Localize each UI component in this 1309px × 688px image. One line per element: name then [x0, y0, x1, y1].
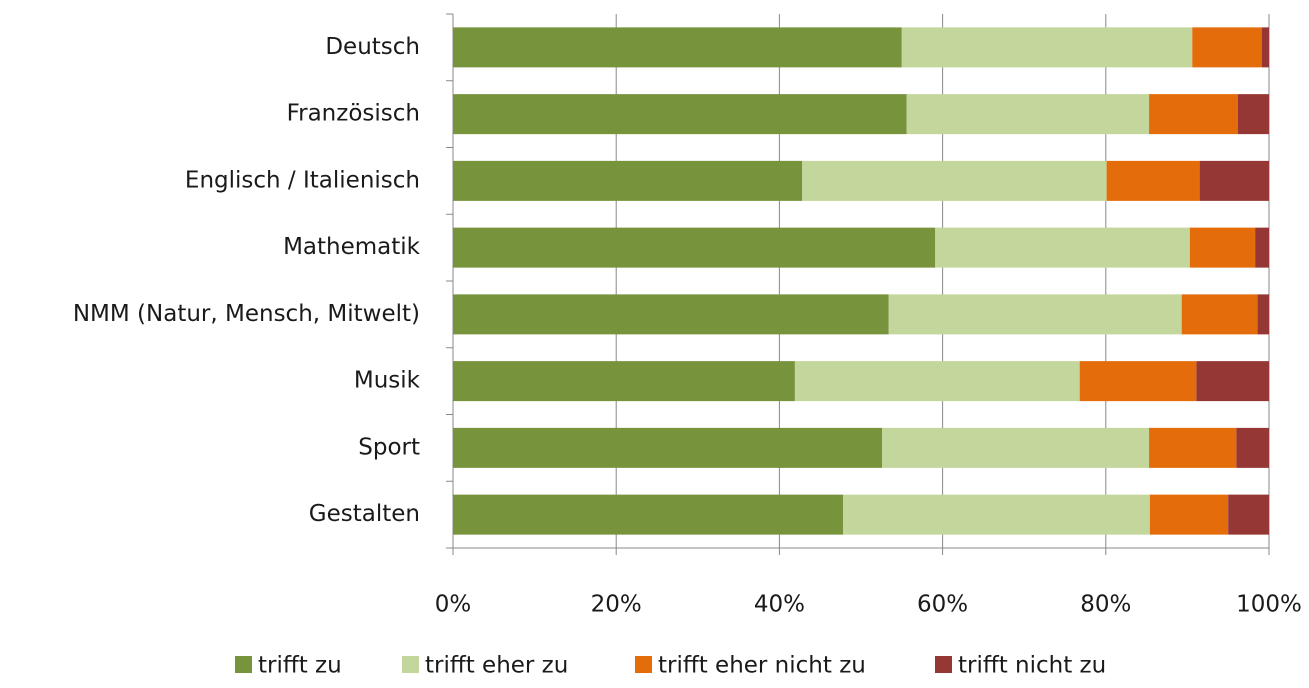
legend-label: trifft nicht zu	[958, 653, 1106, 679]
legend-label: trifft eher zu	[425, 653, 568, 679]
y-tick-label: NMM (Natur, Mensch, Mitwelt)	[73, 301, 420, 327]
bar-segment	[802, 160, 1107, 201]
bar-segment	[888, 294, 1182, 335]
bar-segment	[1192, 27, 1262, 68]
y-tick-label: Sport	[358, 434, 420, 460]
bar-segment	[882, 427, 1150, 468]
x-tick-label: 40%	[754, 592, 805, 618]
x-tick-label: 0%	[435, 592, 472, 618]
bar-segment	[1236, 427, 1269, 468]
bar-segment	[1149, 494, 1229, 535]
x-tick-label: 80%	[1080, 592, 1131, 618]
bar-segment	[453, 27, 902, 68]
bar-segment	[453, 427, 883, 468]
x-tick-label: 20%	[591, 592, 642, 618]
bar-segment	[1261, 27, 1269, 68]
bar-segment	[1189, 227, 1256, 268]
bar-segment	[453, 361, 795, 402]
legend-swatch	[235, 656, 252, 673]
bar-segment	[1237, 94, 1269, 135]
bar-segment	[1106, 160, 1200, 201]
bar-segment	[453, 227, 936, 268]
legend-swatch	[935, 656, 952, 673]
y-tick-label: Mathematik	[283, 234, 421, 260]
x-tick-label: 60%	[917, 592, 968, 618]
bar-segment	[906, 94, 1150, 135]
y-tick-label: Englisch / Italienisch	[185, 167, 420, 193]
bar-segment	[1149, 427, 1237, 468]
y-tick-label: Deutsch	[325, 34, 420, 60]
bar-segment	[843, 494, 1150, 535]
bar-segment	[1079, 361, 1197, 402]
y-tick-label: Musik	[354, 368, 421, 394]
bar-segment	[1199, 160, 1269, 201]
bar-segment	[453, 494, 844, 535]
bar-segment	[901, 27, 1193, 68]
bar-segment	[1255, 227, 1269, 268]
bar-segment	[453, 294, 889, 335]
bar-segment	[1181, 294, 1258, 335]
legend-label: trifft eher nicht zu	[658, 653, 866, 679]
bar-segment	[1149, 94, 1238, 135]
legend-swatch	[635, 656, 652, 673]
bar-segment	[453, 94, 907, 135]
bar-segment	[1196, 361, 1269, 402]
bar-segment	[453, 160, 803, 201]
bar-segment	[1228, 494, 1269, 535]
legend-label: trifft zu	[258, 653, 342, 679]
y-tick-label: Französisch	[287, 101, 420, 127]
bar-segment	[1257, 294, 1269, 335]
legend-swatch	[402, 656, 419, 673]
bar-segment	[794, 361, 1080, 402]
y-tick-label: Gestalten	[309, 501, 420, 527]
bar-segment	[935, 227, 1190, 268]
x-tick-label: 100%	[1236, 592, 1302, 618]
